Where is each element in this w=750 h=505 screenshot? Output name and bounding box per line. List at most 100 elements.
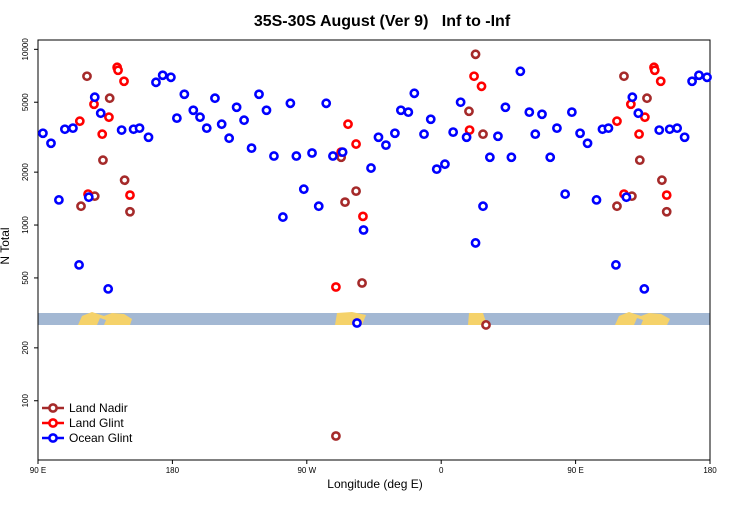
point (313, 201, 324, 212)
point (119, 76, 129, 87)
point (642, 93, 652, 104)
y-tick-label: 500 (21, 271, 30, 285)
legend-marker (48, 418, 58, 428)
point (515, 66, 526, 77)
point (151, 77, 161, 88)
point (38, 128, 48, 139)
y-tick-label: 1000 (21, 216, 30, 234)
point (634, 129, 644, 140)
point (476, 81, 487, 92)
chart-title: 35S-30S August (Ver 9) Inf to -Inf (254, 13, 511, 30)
point (307, 148, 317, 158)
point (419, 129, 429, 140)
point (560, 189, 571, 199)
point (351, 186, 361, 197)
point (224, 133, 235, 144)
point (74, 116, 85, 127)
point (395, 105, 406, 116)
point (366, 163, 376, 173)
x-tick-label: 180 (166, 466, 180, 475)
point (201, 123, 212, 134)
point (125, 190, 135, 201)
point (612, 201, 622, 212)
y-tick-label: 200 (21, 341, 30, 355)
point (179, 89, 190, 100)
point (627, 92, 638, 103)
map-strip (38, 312, 710, 325)
point (524, 107, 535, 118)
x-tick-label: 180 (703, 466, 717, 475)
point (331, 282, 341, 292)
point (116, 125, 127, 135)
y-tick-label: 100 (21, 394, 30, 408)
point (254, 89, 264, 100)
point (285, 98, 296, 109)
y-axis-label: N Total (0, 227, 12, 264)
point (195, 112, 205, 123)
point (464, 106, 474, 117)
point (291, 151, 302, 161)
point (687, 76, 697, 87)
point (134, 123, 145, 134)
point (654, 125, 665, 135)
point (661, 190, 672, 201)
point (390, 128, 400, 139)
point (649, 65, 660, 76)
point (157, 70, 168, 81)
point (358, 211, 368, 222)
point (358, 225, 369, 235)
x-tick-label: 90 W (297, 466, 316, 475)
point (440, 159, 450, 170)
point (409, 88, 420, 99)
point (98, 155, 108, 166)
point (82, 71, 92, 82)
point (68, 123, 78, 134)
point (481, 320, 491, 330)
point (530, 129, 541, 140)
point (216, 119, 227, 130)
point (231, 102, 242, 113)
point (506, 152, 517, 163)
point (381, 140, 391, 151)
point (679, 132, 690, 143)
point (340, 197, 350, 208)
point (500, 102, 511, 113)
point (46, 138, 56, 149)
point (171, 113, 182, 124)
point (59, 124, 70, 135)
point (469, 71, 479, 82)
point (95, 108, 106, 119)
point (639, 284, 650, 294)
point (566, 107, 577, 118)
point (639, 112, 650, 123)
point (143, 132, 154, 143)
point (337, 147, 348, 158)
legend-marker (48, 403, 58, 413)
point (455, 97, 466, 108)
point (425, 114, 436, 125)
x-tick-label: 90 E (567, 466, 583, 475)
point (575, 128, 585, 139)
point (357, 278, 367, 288)
point (634, 155, 645, 166)
point (552, 123, 562, 134)
legend-marker (48, 433, 58, 443)
point (484, 152, 495, 163)
legend-label: Land Nadir (69, 401, 128, 415)
x-tick-label: 90 E (30, 466, 46, 475)
point (113, 65, 123, 76)
point (664, 124, 675, 135)
point (104, 93, 115, 104)
point (611, 260, 621, 270)
point (702, 72, 712, 83)
point (321, 98, 332, 109)
point (166, 72, 176, 83)
y-tick-label: 5000 (21, 93, 30, 111)
point (470, 49, 481, 60)
legend-label: Ocean Glint (69, 431, 133, 445)
point (694, 70, 704, 81)
x-axis-label: Longitude (deg E) (327, 477, 422, 491)
point (403, 107, 414, 118)
legend-label: Land Glint (69, 416, 124, 430)
point (239, 115, 249, 126)
